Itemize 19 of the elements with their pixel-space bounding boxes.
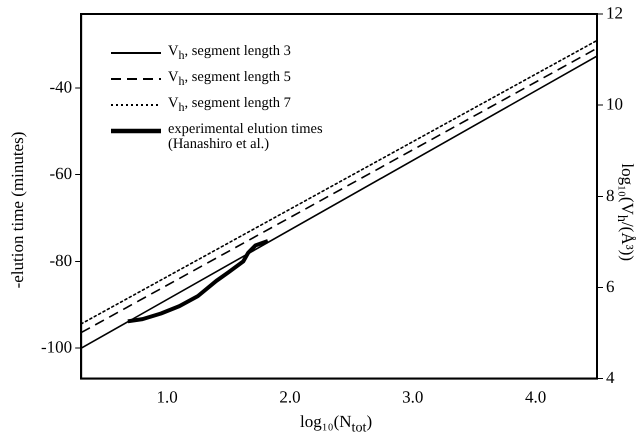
y2-tick-label: 12: [606, 3, 623, 22]
legend-label: experimental elution times (Hanashiro et al.): [168, 121, 324, 152]
x-tick-label: 4.0: [524, 387, 546, 406]
x-tick-label: 1.0: [156, 387, 178, 406]
legend-label: V$_{h}$, segment length 7: [168, 95, 292, 115]
y-axis-title: -elution time (minutes): [8, 130, 28, 290]
y-tick-label: -80: [49, 250, 72, 270]
y-tick-label: -60: [49, 164, 72, 184]
y-tick-label: -40: [49, 77, 72, 96]
legend-label: V$_{h}$, segment length 5: [168, 69, 292, 89]
y-tick-label: -100: [40, 338, 72, 357]
x-tick-label: 3.0: [402, 387, 424, 406]
y2-tick-label: 10: [606, 94, 623, 114]
y2-tick-label: 8: [606, 186, 614, 205]
legend-label: V$_{h}$, segment length 3: [168, 43, 292, 63]
y2-tick-label: 6: [606, 276, 614, 296]
y2-tick-label: 4: [606, 368, 615, 388]
x-axis-title: log₁₀(N$_{tot}$): [300, 412, 372, 436]
x-tick-label: 2.0: [279, 387, 301, 406]
